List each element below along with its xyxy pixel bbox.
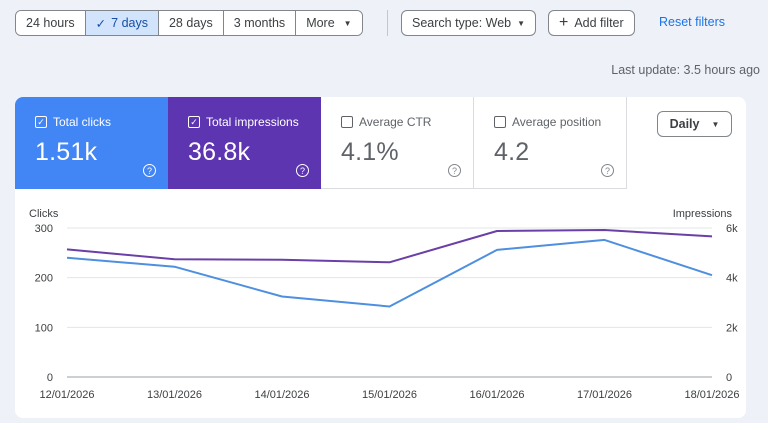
checkbox-checked-icon[interactable]: ✓ (35, 116, 47, 128)
x-tick-label: 14/01/2026 (254, 389, 309, 401)
date-range-selector: 24 hours ✓ 7 days 28 days 3 months More ▼ (15, 10, 363, 36)
range-label: 3 months (233, 16, 286, 30)
metric-value: 36.8k (188, 138, 251, 166)
range-7-days[interactable]: ✓ 7 days (85, 11, 159, 35)
metric-label: Average position (512, 115, 602, 129)
checkbox-unchecked-icon[interactable] (494, 116, 506, 128)
metric-total-impressions[interactable]: ✓ Total impressions 36.8k ? (168, 97, 321, 189)
x-tick-label: 16/01/2026 (469, 389, 524, 401)
x-tick-label: 13/01/2026 (147, 389, 202, 401)
metric-label: Total impressions (206, 115, 299, 129)
granularity-dropdown[interactable]: Daily ▼ (657, 111, 732, 137)
metric-value: 4.1% (341, 138, 399, 166)
chevron-down-icon: ▼ (711, 119, 720, 129)
help-icon[interactable]: ? (143, 164, 156, 177)
checkbox-unchecked-icon[interactable] (341, 116, 353, 128)
chart-series (66, 229, 713, 308)
help-icon[interactable]: ? (601, 164, 614, 177)
y-axis-left-label: Clicks (29, 208, 59, 220)
add-filter-button[interactable]: + Add filter (548, 10, 635, 36)
metric-average-position[interactable]: Average position 4.2 ? (474, 97, 627, 189)
check-icon: ✓ (95, 16, 107, 31)
metric-average-ctr[interactable]: Average CTR 4.1% ? (321, 97, 474, 189)
granularity-label: Daily (669, 117, 700, 131)
checkbox-checked-icon[interactable]: ✓ (188, 116, 200, 128)
metric-total-clicks[interactable]: ✓ Total clicks 1.51k ? (15, 97, 168, 189)
range-label: 7 days (111, 16, 148, 30)
search-type-dropdown[interactable]: Search type: Web ▼ (401, 10, 537, 36)
search-type-label: Search type: Web (412, 16, 512, 30)
metric-value: 1.51k (35, 138, 98, 166)
divider (387, 10, 388, 36)
series-line-total-impressions[interactable] (66, 229, 713, 264)
metric-label: Average CTR (359, 115, 432, 129)
x-tick-label: 15/01/2026 (362, 389, 417, 401)
x-tick-label: 12/01/2026 (39, 389, 94, 401)
x-tick-label: 18/01/2026 (684, 389, 739, 401)
performance-chart: Clicks Impressions 0 0 100 2k 200 4k 300 6k 12/0… (29, 208, 740, 401)
range-more-dropdown[interactable]: More ▼ (296, 11, 362, 35)
help-icon[interactable]: ? (296, 164, 309, 177)
last-update-text: Last update: 3.5 hours ago (611, 63, 760, 77)
help-icon[interactable]: ? (448, 164, 461, 177)
range-label: 28 days (168, 16, 213, 30)
y-right-tick-label: 6k (726, 223, 738, 235)
chart-grid (67, 227, 712, 378)
series-line-total-clicks[interactable] (66, 238, 713, 308)
x-tick-label: 17/01/2026 (577, 389, 632, 401)
y-left-tick-label: 0 (47, 372, 53, 384)
y-axis-right-label: Impressions (673, 208, 733, 220)
range-label: More (306, 16, 335, 30)
range-28-days[interactable]: 28 days (158, 11, 224, 35)
y-left-tick-label: 100 (35, 322, 53, 334)
metric-label: Total clicks (53, 115, 112, 129)
add-filter-label: Add filter (574, 16, 624, 30)
y-left-tick-label: 300 (35, 223, 53, 235)
metric-value: 4.2 (494, 138, 530, 166)
performance-card: ✓ Total clicks 1.51k ? ✓ Total impressions… (15, 97, 746, 418)
y-right-tick-label: 0 (726, 372, 732, 384)
reset-filters-link[interactable]: Reset filters (659, 15, 725, 29)
range-3-months[interactable]: 3 months (223, 11, 297, 35)
range-24-hours[interactable]: 24 hours (16, 11, 86, 35)
y-left-tick-label: 200 (35, 273, 53, 285)
axis-ticks: 0 0 100 2k 200 4k 300 6k 12/01/2026 13/01/2026 14/… (35, 223, 740, 401)
plus-icon: + (559, 14, 569, 31)
y-right-tick-label: 2k (726, 322, 738, 334)
chevron-down-icon: ▼ (343, 18, 352, 28)
chevron-down-icon: ▼ (517, 18, 526, 28)
y-right-tick-label: 4k (726, 273, 738, 285)
range-label: 24 hours (26, 16, 75, 30)
